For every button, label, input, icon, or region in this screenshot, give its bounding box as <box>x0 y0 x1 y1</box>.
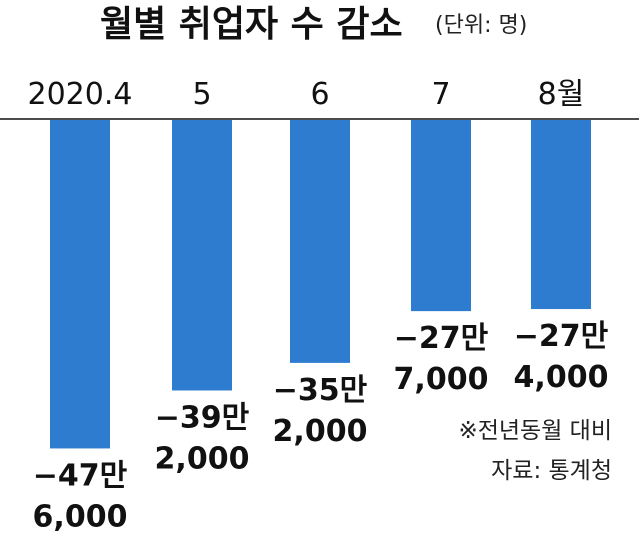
note-source: 자료: 통계청 <box>491 458 612 484</box>
category-label-2: 6 <box>310 77 329 112</box>
bar-4 <box>531 120 591 310</box>
value-label-3-1: 7,000 <box>394 362 489 397</box>
value-label-0-0: −47만 <box>33 458 128 493</box>
bar-3 <box>411 120 471 312</box>
bar-1 <box>172 120 232 391</box>
value-label-4-0: −27만 <box>514 319 609 354</box>
category-label-4: 8월 <box>538 77 585 112</box>
chart-unit-label: (단위: 명) <box>435 13 527 38</box>
bars <box>50 120 591 449</box>
category-label-3: 7 <box>431 77 450 112</box>
value-label-1-1: 2,000 <box>155 441 250 476</box>
value-label-2-1: 2,000 <box>273 414 368 449</box>
bar-2 <box>290 120 350 363</box>
note-comparison: ※전년동월 대비 <box>458 418 612 444</box>
chart-title: 월별 취업자 수 감소 <box>100 4 403 45</box>
value-label-1-0: −39만 <box>155 400 250 435</box>
value-label-4-1: 4,000 <box>514 360 609 395</box>
value-label-2-0: −35만 <box>273 373 368 408</box>
category-labels: 2020.4 5 6 7 8월 <box>28 77 585 112</box>
value-label-0-1: 6,000 <box>33 499 128 534</box>
bar-0 <box>50 120 110 449</box>
value-labels: −47만 6,000 −39만 2,000 −35만 2,000 −27만 7,000 −27만… <box>33 319 609 534</box>
category-label-0: 2020.4 <box>28 77 133 112</box>
value-label-3-0: −27만 <box>394 321 489 356</box>
category-label-1: 5 <box>192 77 211 112</box>
